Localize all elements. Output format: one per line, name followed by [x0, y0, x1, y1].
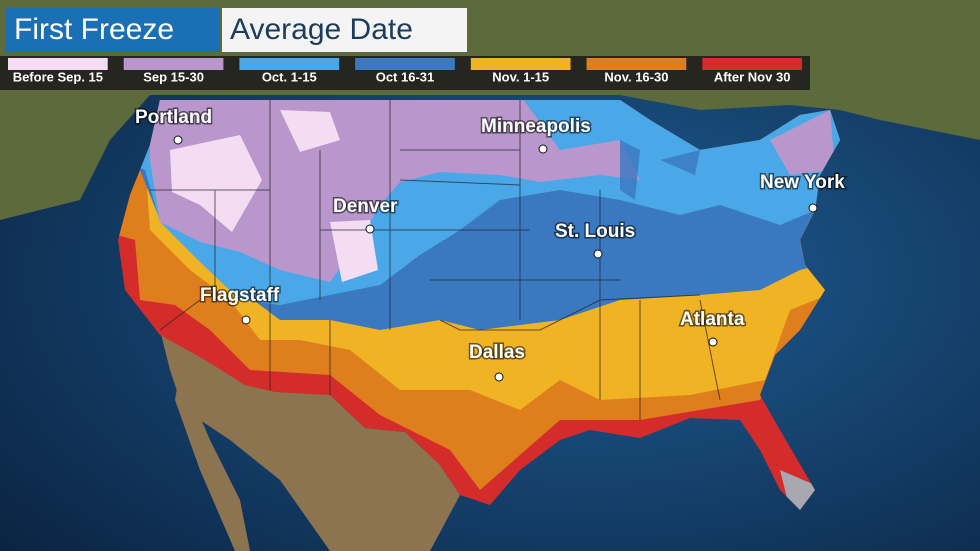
city-label: Dallas [469, 342, 525, 363]
legend-label: Nov. 1-15 [492, 69, 549, 84]
subtitle: Average Date [230, 13, 413, 46]
zone-before-sep15-b [280, 110, 340, 152]
city-dot [708, 337, 718, 347]
legend-swatch [123, 58, 224, 70]
city-dot [808, 203, 818, 213]
city-dot [593, 249, 603, 259]
mexico-land [160, 330, 460, 551]
legend-swatch [8, 58, 108, 70]
city-label: St. Louis [555, 221, 635, 242]
city-label: Portland [135, 107, 212, 128]
baja-land [175, 370, 250, 551]
canada-land [0, 0, 980, 220]
city-label: Flagstaff [200, 285, 280, 306]
zone-before-sep15 [170, 135, 262, 232]
legend-swatch [239, 58, 340, 70]
zone-sep15-30-ne [770, 110, 835, 175]
legend-label: After Nov 30 [714, 69, 791, 84]
title-box [5, 8, 220, 52]
legend-label: Sep 15-30 [143, 69, 204, 84]
city-label: Minneapolis [481, 116, 591, 137]
legend: Before Sep. 15 Sep 15-30 Oct. 1-15 Oct 16-3… [8, 58, 802, 84]
city-label: Atlanta [680, 309, 745, 330]
legend-swatch [702, 58, 802, 70]
legend-label: Nov. 16-30 [604, 69, 668, 84]
legend-label: Before Sep. 15 [13, 69, 103, 84]
legend-label: Oct. 1-15 [262, 69, 317, 84]
city-label: New York [760, 172, 845, 193]
cities: Portland Minneapolis New York Denver St.… [134, 106, 847, 382]
city-label: Denver [333, 196, 398, 217]
city-dot [173, 135, 183, 145]
legend-swatch [470, 58, 571, 70]
state-lines [150, 100, 721, 420]
zone-sep15-30 [150, 100, 640, 282]
subtitle-box [222, 8, 467, 52]
legend-swatch [586, 58, 687, 70]
legend-label: Oct 16-31 [376, 69, 435, 84]
title: First Freeze [14, 13, 174, 46]
zone-before-sep15-c [330, 220, 378, 282]
city-dot [494, 372, 504, 382]
city-dot [241, 315, 251, 325]
legend-swatch [355, 58, 455, 70]
city-dot [365, 224, 375, 234]
great-lakes [620, 140, 700, 200]
city-dot [538, 144, 548, 154]
